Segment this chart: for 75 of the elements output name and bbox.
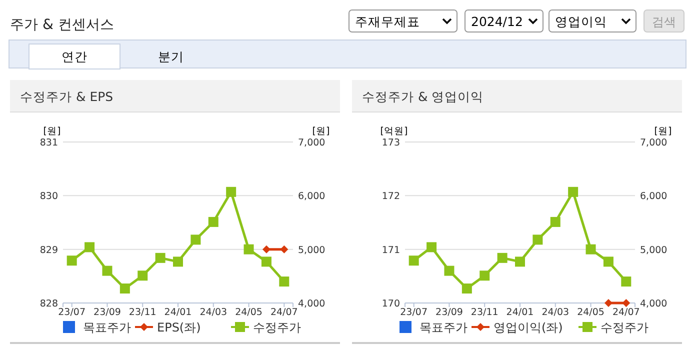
y-tick-label: 172 [382,191,400,202]
text: 분기 [158,49,184,64]
point [568,186,578,197]
point [138,270,148,281]
point [497,252,508,263]
x-tick-label: 23/07 [58,307,86,318]
y-axis-title: [억원] [380,126,408,137]
y2-tick-label: 7,000 [298,138,326,148]
y-tick-label: 170 [382,298,400,310]
legend-label: 수정주가 [253,320,301,334]
point [480,270,490,281]
text: 영업이익 [555,14,607,29]
point [586,244,596,254]
y2-tick-label: 4,000 [640,298,668,310]
point [102,266,112,276]
point [120,284,130,294]
y2-tick-label: 7,000 [640,138,668,148]
x-tick-label: 23/09 [94,307,121,318]
point [261,256,272,267]
x-tick-label: 24/01 [164,307,192,318]
text: 연간 [62,49,88,64]
y-axis-title: [원] [43,126,61,137]
point [208,216,218,227]
x-tick-label: 24/05 [577,307,604,318]
legend-label: 목표주가 [83,320,131,334]
chart-title: 수정주가 & EPS [20,89,114,104]
legend-label: 영업이익(좌) [494,320,563,334]
point [244,244,254,254]
y2-tick-label: 5,000 [640,244,668,256]
x-tick-label: 24/01 [506,307,534,318]
y2-axis-title: [원] [312,126,330,137]
text: 주가 & 컨센서스 [10,17,114,33]
point [84,242,95,252]
x-tick-label: 23/07 [400,307,428,318]
x-tick-label: 24/03 [542,307,570,318]
legend-label: EPS(좌) [157,320,201,334]
text: 검색 [652,15,676,29]
x-tick-label: 24/05 [235,307,262,318]
y-tick-label: 831 [40,138,58,148]
y-tick-label: 830 [40,191,58,202]
point [532,234,543,245]
y-tick-label: 171 [382,244,400,256]
y-tick-label: 173 [382,138,400,148]
y2-tick-label: 5,000 [298,244,326,256]
point [515,256,525,267]
point [155,252,166,263]
point [190,234,201,245]
point [462,284,472,294]
chart-title: 수정주가 & 영업이익 [362,89,484,104]
y2-tick-label: 6,000 [298,191,326,202]
point [226,186,236,197]
y2-tick-label: 6,000 [640,191,668,202]
point [426,242,437,252]
text: 주재무제표 [355,14,420,29]
text: 2024/12 [471,14,523,29]
point [603,256,614,267]
x-tick-label: 24/03 [200,307,228,318]
y-tick-label: 828 [40,298,58,310]
point [66,256,77,266]
x-tick-label: 24/07 [270,307,298,318]
x-tick-label: 23/11 [470,307,498,318]
y2-tick-label: 4,000 [298,298,326,310]
point [621,276,632,287]
x-tick-label: 23/11 [128,307,156,318]
x-tick-label: 23/09 [436,307,463,318]
y2-axis-title: [원] [654,126,672,137]
point [279,276,290,287]
point [550,216,560,227]
point [408,256,419,266]
point [173,256,183,267]
legend-label: 수정주가 [600,320,648,334]
y-tick-label: 829 [40,244,58,256]
point [444,266,454,276]
x-tick-label: 24/07 [612,307,640,318]
legend-label: 목표주가 [420,320,468,334]
